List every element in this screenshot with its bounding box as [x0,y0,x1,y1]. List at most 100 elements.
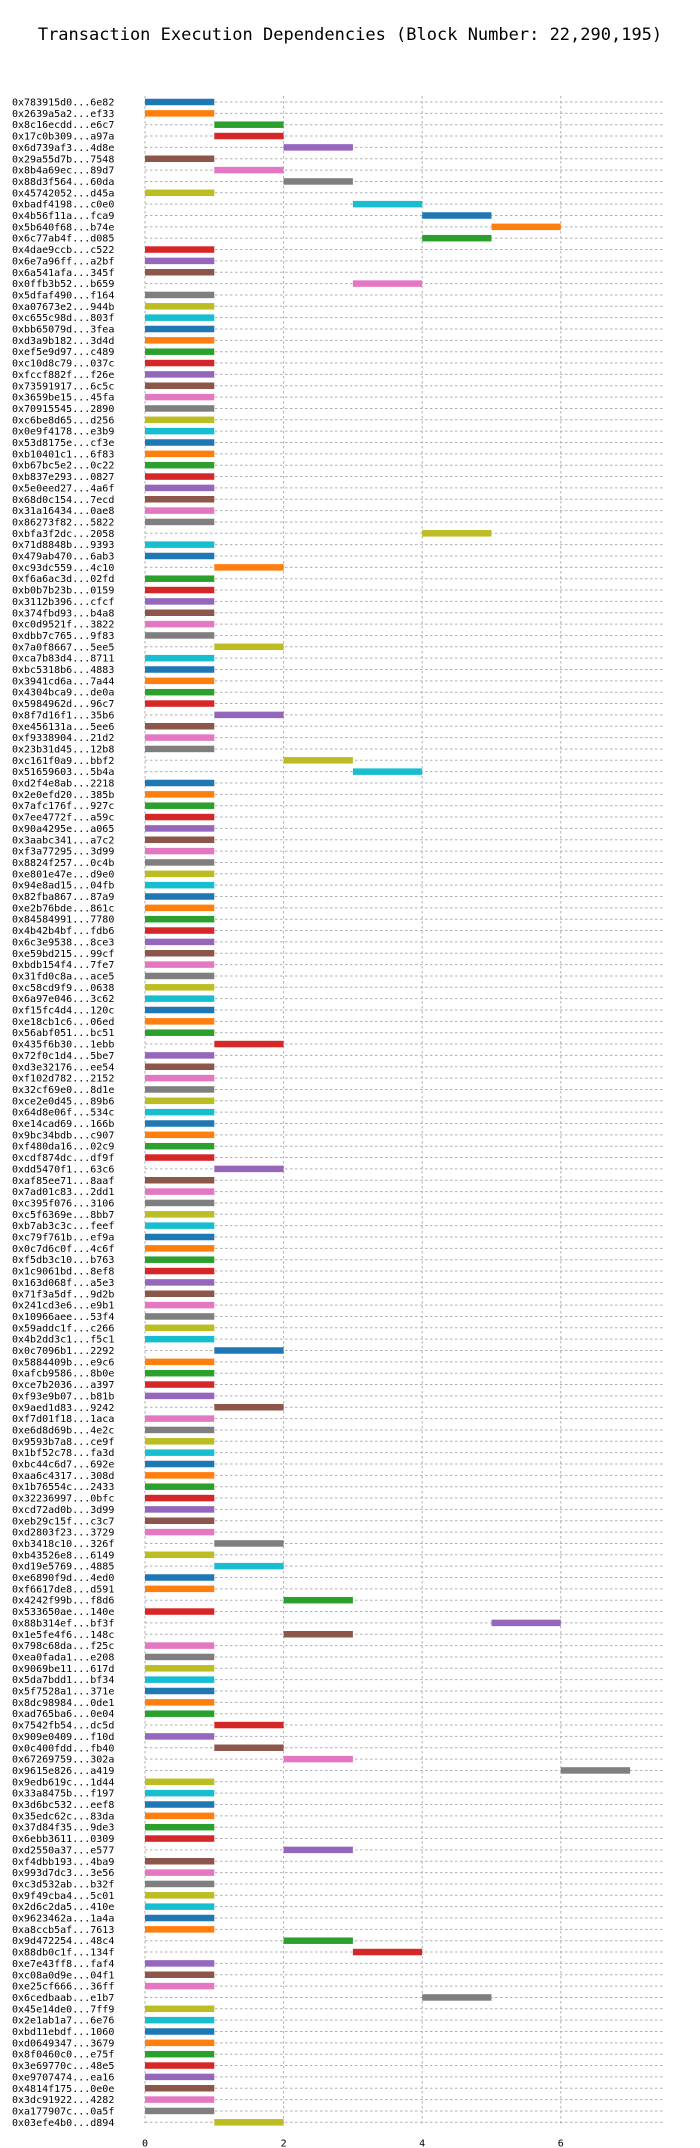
transaction-bar [214,1404,284,1411]
transaction-bar [145,1733,215,1740]
y-tick-label: 0x0ffb3b52...b659 [12,279,114,290]
transaction-bar [145,484,215,492]
y-tick-label: 0x9edb619c...1d44 [12,1777,114,1788]
x-tick-labels: 0 2 4 6 [142,2138,564,2148]
transaction-bar [145,1369,215,1377]
transaction-bar [145,1086,215,1093]
transaction-bar [145,98,215,106]
transaction-bar [145,2085,215,2092]
y-tick-label: 0x374fbd93...b4a8 [12,608,114,619]
y-tick-label: 0x8dc98984...0de1 [12,1698,114,1709]
transaction-bar [145,518,215,526]
transaction-bar [145,677,215,685]
y-tick-label: 0x4242f99b...f8d6 [12,1596,114,1607]
transaction-bar [145,1335,215,1343]
y-tick-label: 0x6ebb3611...0309 [12,1834,114,1845]
y-tick-label: 0x37d84f35...9de3 [12,1823,114,1834]
y-tick-labels: 0x783915d0...6e820x2639a5a2...ef330x8c16… [12,98,114,2129]
transaction-bar [145,1858,215,1865]
transaction-bar [283,1937,353,1944]
transaction-bar [145,1063,215,1070]
y-tick-label: 0x7ad01c83...2dd1 [12,1187,114,1198]
transaction-bar [145,1211,215,1218]
transaction-bar [145,779,215,787]
y-tick-label: 0xb3418c10...326f [12,1539,114,1550]
transaction-bar [422,234,492,242]
y-tick-label: 0xb10401c1...6f83 [12,449,114,460]
y-tick-label: 0x71f3a5df...9d2b [12,1289,114,1300]
y-tick-label: 0x88b314ef...bf3f [12,1618,114,1629]
y-tick-label: 0x5884409b...e9c6 [12,1357,114,1368]
transaction-bar [145,654,215,662]
y-tick-label: 0xa07673e2...944b [12,302,114,313]
transaction-bar [145,291,215,299]
y-tick-label: 0xa8ccb5af...7613 [12,1925,114,1936]
transaction-bar [145,1301,215,1309]
transaction-bar [145,1960,215,1967]
y-tick-label: 0xc93dc559...4c10 [12,563,114,574]
transaction-bar [145,950,215,957]
grid-layer [144,96,665,2127]
transaction-bar [145,1233,215,1241]
y-tick-label: 0x6c77ab4f...d085 [12,234,114,245]
y-tick-label: 0x4304bca9...de0a [12,688,114,699]
y-tick-label: 0x73591917...6c5c [12,381,114,392]
y-tick-label: 0x0e9f4178...e3b9 [12,427,114,438]
y-tick-label: 0x71d8848b...9393 [12,540,114,551]
transaction-bar [145,1710,215,1717]
y-tick-label: 0xb0b7b23b...0159 [12,586,114,597]
transaction-bar [145,995,215,1002]
y-tick-label: 0x5e0eed27...4a6f [12,483,114,494]
y-tick-label: 0x10966aee...53f4 [12,1312,114,1323]
y-tick-label: 0xe456131a...5ee6 [12,722,114,733]
y-tick-label: 0x163d068f...a5e3 [12,1278,114,1289]
y-tick-label: 0x798c68da...f25c [12,1641,114,1652]
y-tick-label: 0xca7b83d4...8711 [12,654,114,665]
transaction-bar [145,1585,215,1593]
y-tick-label: 0x5b640f68...b74e [12,222,114,233]
y-tick-label: 0x45742052...d45a [12,188,114,199]
transaction-bar [145,1313,215,1320]
transaction-bar [145,1903,215,1910]
y-tick-label: 0x32236997...0bfc [12,1494,114,1505]
y-tick-label: 0x0c7d6c0f...4c6f [12,1244,114,1255]
y-tick-label: 0xdd5470f1...63c6 [12,1164,114,1175]
y-tick-label: 0x6a97e046...3c62 [12,994,114,1005]
y-tick-label: 0x90a4295e...a065 [12,824,114,835]
y-tick-label: 0xf6617de8...d591 [12,1584,114,1595]
transaction-bar [145,110,215,117]
y-tick-label: 0xf480da16...02c9 [12,1142,114,1153]
y-tick-label: 0x5984962d...96c7 [12,699,114,710]
y-tick-label: 0x7ee4772f...a59c [12,813,114,824]
transaction-bar [145,609,215,616]
y-tick-label: 0xd2f4e8ab...2218 [12,779,114,790]
transaction-bar [145,1778,215,1786]
transaction-bar [145,246,215,253]
transaction-bar [145,961,215,968]
transaction-bar [145,700,215,707]
transaction-bar [145,1892,215,1899]
y-tick-label: 0x94e8ad15...04fb [12,881,114,892]
transaction-bar [145,893,215,900]
transaction-bar [145,1665,215,1672]
transaction-bar [214,1347,284,1354]
transaction-bar [214,1040,284,1048]
transaction-bar [145,1551,215,1559]
y-tick-label: 0xdbb7c765...9f83 [12,631,114,642]
y-tick-label: 0xd3e32176...ee54 [12,1062,114,1073]
transaction-bar [145,337,215,344]
transaction-bar [145,1528,215,1536]
y-tick-label: 0x4b56f11a...fca9 [12,211,114,222]
y-tick-label: 0x1b76554c...2433 [12,1482,114,1493]
transaction-bar [145,1177,215,1184]
transaction-bar [145,1188,215,1195]
y-tick-label: 0x8c16ecdd...e6c7 [12,120,114,131]
transaction-bar [145,2107,215,2115]
y-tick-label: 0x6d739af3...4d8e [12,143,114,154]
y-tick-label: 0xc08a0d9e...04f1 [12,1970,114,1981]
y-tick-label: 0x435f6b30...1ebb [12,1040,114,1051]
transaction-bar [145,1676,215,1683]
transaction-bar [145,586,215,594]
transaction-bar [145,938,215,946]
transaction-bar [145,1608,215,1615]
